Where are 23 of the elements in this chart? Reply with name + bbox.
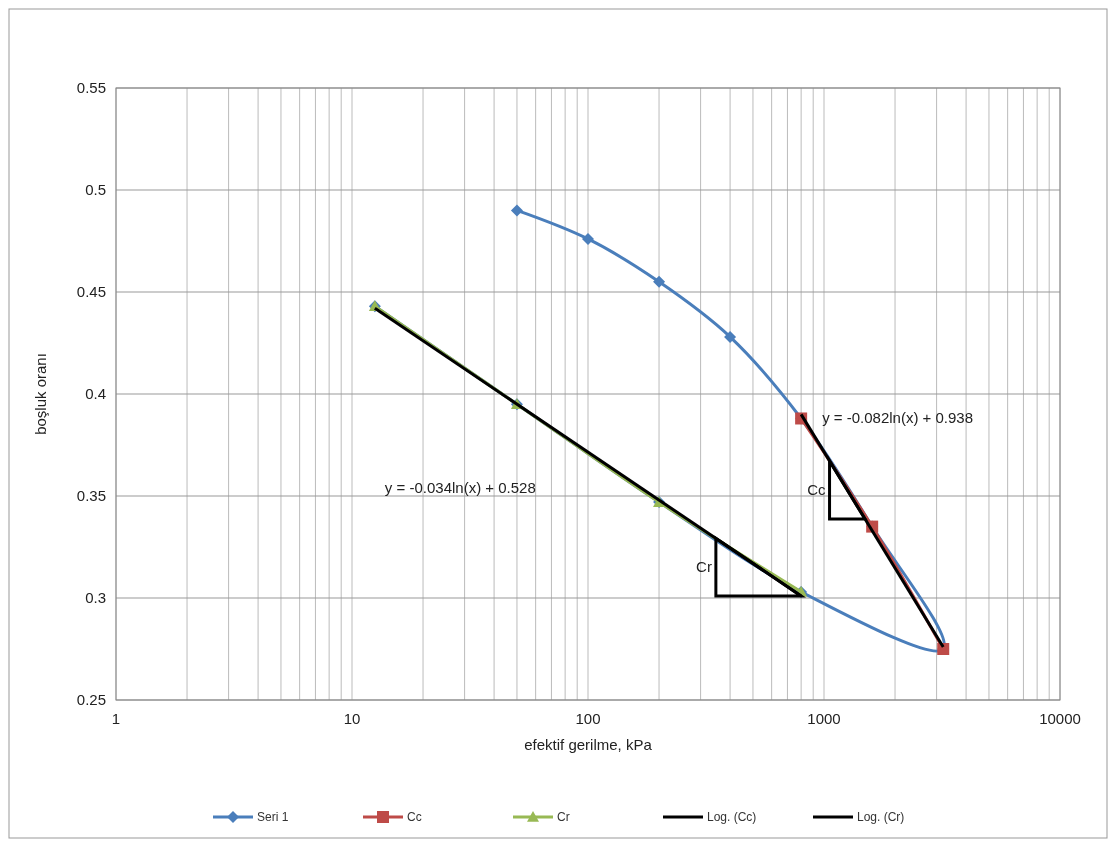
legend-label: Seri 1: [257, 810, 289, 824]
x-axis-title: efektif gerilme, kPa: [524, 736, 653, 753]
y-axis-title: boşluk oranı: [32, 353, 49, 435]
annotation: Cr: [696, 558, 712, 576]
y-tick-label: 0.45: [76, 283, 106, 300]
y-tick-label: 0.5: [85, 181, 106, 198]
annotation: Cc: [807, 480, 827, 498]
y-tick-label: 0.4: [85, 385, 106, 402]
annotation: y = -0.082ln(x) + 0.938: [822, 409, 974, 427]
y-tick-label: 0.25: [76, 691, 106, 708]
legend-label: Cr: [557, 810, 570, 824]
legend-label: Log. (Cr): [857, 810, 905, 824]
legend-label: Cc: [407, 810, 422, 824]
annotation: y = -0.034ln(x) + 0.528: [384, 479, 536, 497]
y-tick-label: 0.35: [76, 487, 106, 504]
legend-label: Log. (Cc): [707, 810, 757, 824]
x-tick-label: 1000: [807, 710, 841, 727]
x-tick-label: 10: [343, 710, 361, 727]
x-tick-label: 100: [575, 710, 601, 727]
x-tick-label: 10000: [1039, 710, 1081, 727]
x-tick-label: 1: [111, 710, 121, 727]
y-tick-label: 0.55: [76, 79, 106, 96]
y-tick-label: 0.3: [85, 589, 106, 606]
